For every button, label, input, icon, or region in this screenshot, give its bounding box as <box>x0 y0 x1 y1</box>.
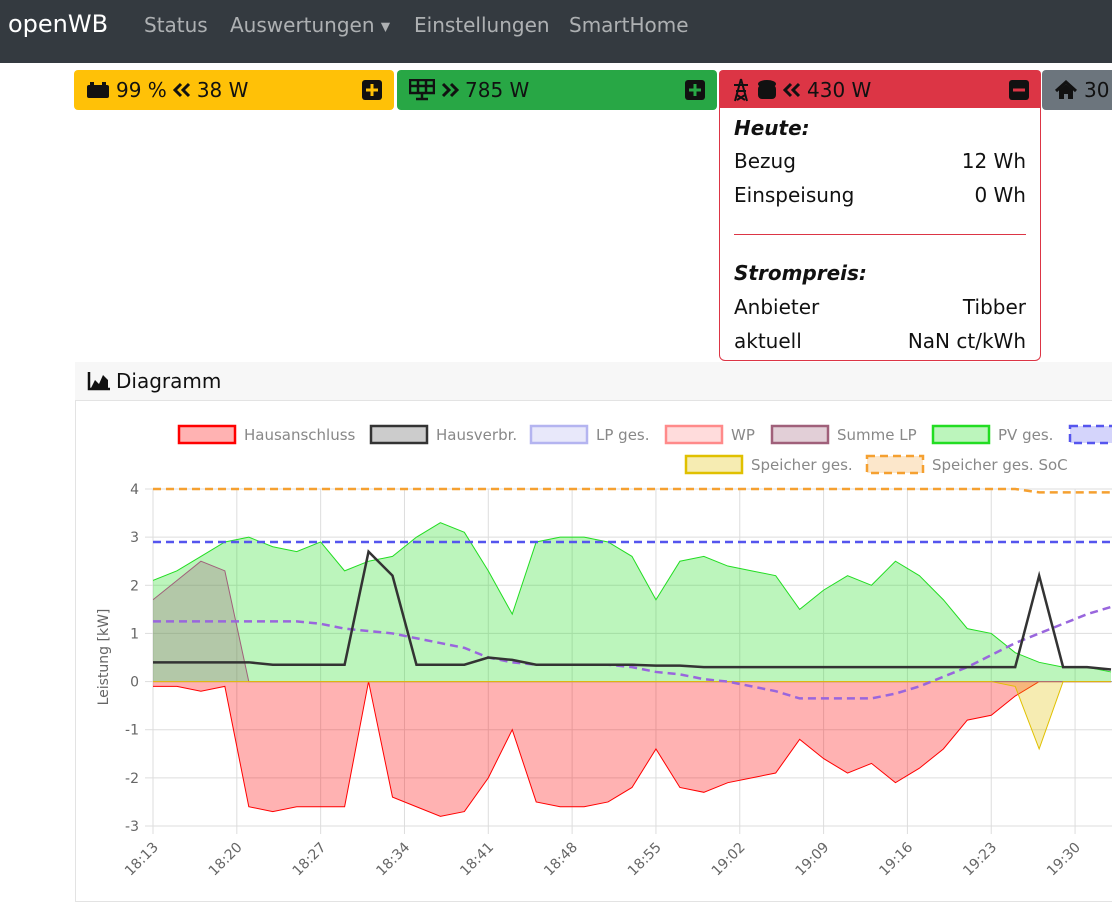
legend-swatch <box>865 454 925 475</box>
series-line <box>153 487 1111 494</box>
legend-label: Summe LP <box>837 426 917 444</box>
house-power: 30 <box>1084 78 1110 102</box>
nav-link[interactable]: SmartHome <box>569 13 689 37</box>
legend-label: Hausanschluss <box>244 426 356 444</box>
battery-icon <box>87 82 109 98</box>
series-line <box>153 605 1112 700</box>
x-tick-label: 19:23 <box>960 840 1000 880</box>
y-axis-title: Leistung [kW] <box>96 609 112 706</box>
house-card[interactable]: 30 <box>1042 70 1112 110</box>
chevrons-left <box>783 82 801 98</box>
legend-swatch <box>931 424 991 445</box>
pv-power: 785 W <box>465 78 530 102</box>
y-tick-label: 0 <box>130 675 139 691</box>
nav-link-text: Auswertungen <box>230 13 375 37</box>
details-row: Anbieter Tibber <box>734 295 1026 319</box>
label: Einspeisung <box>734 183 855 207</box>
x-tick-label: 19:09 <box>793 840 833 880</box>
legend-label: Hausverbr. <box>436 426 517 444</box>
grid-details: Heute: Bezug 12 Wh Einspeisung 0 Wh Stromp… <box>719 108 1041 361</box>
x-tick-label: 19:02 <box>709 840 749 880</box>
details-heading: Strompreis: <box>734 261 867 285</box>
x-tick-label: 18:20 <box>206 840 246 880</box>
y-tick-label: 1 <box>130 626 139 642</box>
legend-swatch <box>369 424 429 445</box>
legend-label: WP <box>731 426 755 444</box>
caret: ▼ <box>380 19 391 34</box>
area-fill <box>153 681 1111 817</box>
diagram-title: Diagramm <box>116 369 222 393</box>
y-tick-label: -3 <box>125 819 139 835</box>
divider <box>734 234 1026 235</box>
details-row: aktuell NaN ct/kWh <box>734 329 1026 353</box>
x-tick-label: 18:34 <box>373 839 413 879</box>
pv-card[interactable]: 785 W <box>397 70 717 110</box>
battery-soc: 99 % <box>116 78 167 102</box>
area-line <box>153 522 1112 673</box>
details-heading: Heute: <box>734 116 810 140</box>
pylon-icon <box>734 78 748 102</box>
collapse-button[interactable] <box>1009 80 1029 100</box>
nav-link[interactable]: Status <box>144 13 208 37</box>
value: Tibber <box>962 295 1026 319</box>
y-tick-label: 3 <box>130 530 139 546</box>
series-line <box>153 549 1112 671</box>
legend-label: Speicher ges. <box>751 456 853 474</box>
legend-swatch <box>770 424 830 445</box>
coins-icon <box>758 80 776 99</box>
legend-label: PV ges. <box>998 426 1053 444</box>
x-tick-label: 19:30 <box>1044 840 1084 880</box>
expand-button[interactable] <box>685 80 705 100</box>
nav-link[interactable]: Auswertungen ▼ <box>230 13 390 37</box>
grid-power: 430 W <box>807 78 872 102</box>
details-row: Einspeisung 0 Wh <box>734 183 1026 207</box>
solar-icon <box>409 79 435 101</box>
house-icon <box>1054 80 1078 99</box>
expand-button[interactable] <box>362 80 382 100</box>
x-tick-label: 19:16 <box>876 839 916 879</box>
plot-area <box>153 487 1112 817</box>
chart-icon <box>87 372 110 391</box>
y-tick-label: 4 <box>130 482 139 498</box>
y-tick-label: -2 <box>125 771 139 787</box>
navbar: openWB Status Auswertungen ▼ Einstellung… <box>0 0 1112 63</box>
legend-label: Speicher ges. SoC <box>932 456 1068 474</box>
x-tick-label: 18:55 <box>625 840 665 880</box>
area-line <box>153 681 1111 817</box>
details-row: Bezug 12 Wh <box>734 149 1026 173</box>
brand[interactable]: openWB <box>8 10 109 38</box>
battery-power: 38 W <box>196 78 249 102</box>
legend-swatch <box>1068 424 1112 445</box>
y-tick-label: 2 <box>130 578 139 594</box>
y-tick-label: -1 <box>125 723 139 739</box>
x-tick-label: 18:41 <box>457 840 497 880</box>
value: 12 Wh <box>961 149 1026 173</box>
grid-card[interactable]: 430 W <box>719 70 1041 110</box>
area-line <box>153 681 1111 751</box>
x-tick-label: 18:13 <box>122 840 162 880</box>
legend-label: LP ges. <box>596 426 650 444</box>
legend-swatch <box>664 424 724 445</box>
value: 0 Wh <box>974 183 1026 207</box>
legend-swatch <box>177 424 237 445</box>
chevrons-right <box>441 82 459 98</box>
label: Anbieter <box>734 295 820 319</box>
value: NaN ct/kWh <box>907 329 1026 353</box>
legend-swatch <box>684 454 744 475</box>
x-tick-label: 18:27 <box>290 840 330 880</box>
nav-link[interactable]: Einstellungen <box>414 13 550 37</box>
legend-swatch <box>529 424 589 445</box>
x-tick-label: 18:48 <box>541 840 581 880</box>
diagram-header[interactable]: Diagramm <box>75 362 1112 401</box>
battery-card[interactable]: 99 % 38 W <box>74 70 394 110</box>
chevrons-left <box>172 82 190 98</box>
label: Bezug <box>734 149 796 173</box>
label: aktuell <box>734 329 802 353</box>
area-fill <box>153 522 1111 682</box>
